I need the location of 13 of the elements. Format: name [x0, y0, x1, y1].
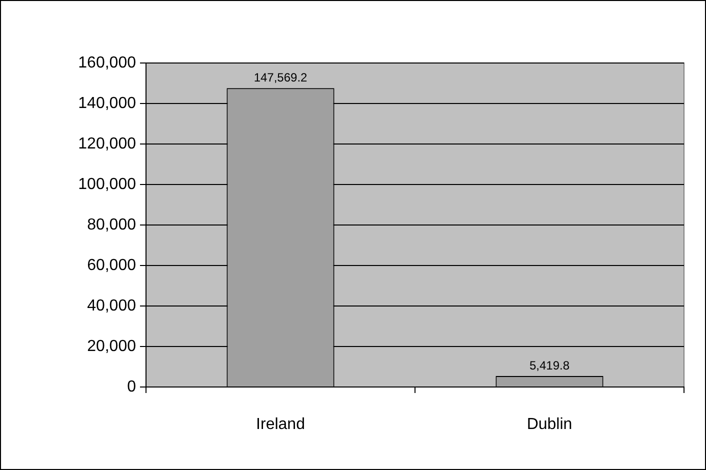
- y-tick-label: 60,000: [87, 256, 136, 274]
- x-tick-label: Ireland: [256, 416, 305, 434]
- y-tick-label: 160,000: [78, 54, 136, 72]
- y-tick-label: 40,000: [87, 297, 136, 314]
- data-label: 5,419.8: [529, 358, 570, 372]
- y-tick-label: 20,000: [87, 338, 136, 355]
- x-tick-label: Dublin: [526, 416, 572, 434]
- data-label: 147,569.2: [254, 70, 308, 84]
- y-tick-label: 140,000: [78, 94, 136, 112]
- y-tick-label: 80,000: [87, 216, 136, 234]
- y-tick-label: 0: [127, 378, 136, 396]
- y-tick-label: 120,000: [78, 135, 136, 152]
- y-tick-label: 100,000: [78, 176, 136, 193]
